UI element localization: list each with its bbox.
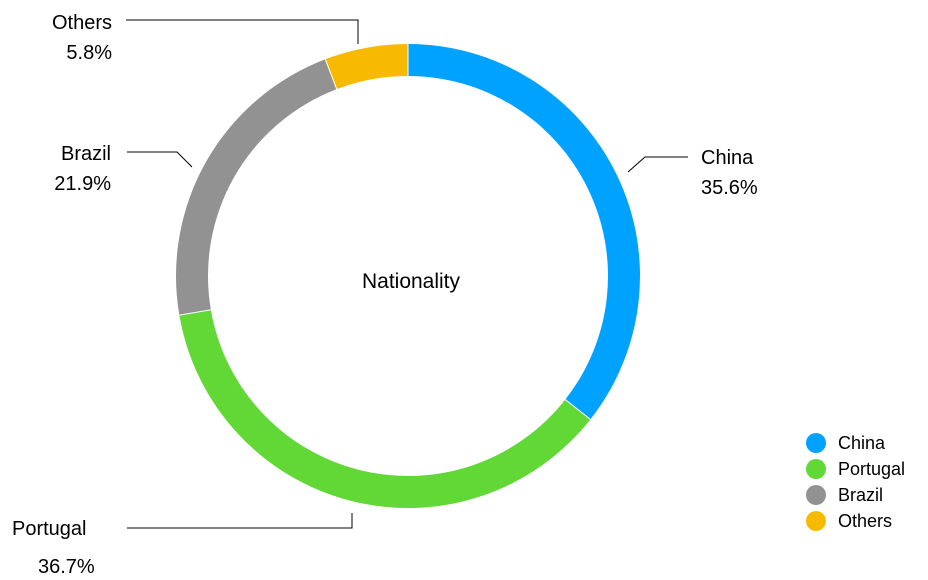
legend-label-others: Others: [838, 510, 893, 531]
leader-line-china: [627, 156, 688, 173]
legend: China Portugal Brazil Others: [806, 430, 905, 534]
label-brazil-percent: 21.9%: [54, 173, 111, 195]
slice-china: [408, 44, 641, 420]
slice-separator: [178, 309, 212, 316]
legend-item-others: Others: [806, 508, 905, 534]
label-portugal-percent: 36.7%: [38, 556, 95, 578]
legend-label-portugal: Portugal: [838, 458, 906, 479]
legend-swatch-china: [806, 433, 826, 453]
slice-separator: [564, 398, 592, 421]
legend-item-china: China: [806, 430, 905, 456]
label-others-name: Others: [52, 12, 112, 34]
legend-item-brazil: Brazil: [806, 482, 905, 508]
donut-slices: [176, 43, 641, 508]
leader-line-others: [126, 19, 359, 44]
label-others-percent: 5.8%: [66, 42, 112, 64]
legend-item-portugal: Portugal: [806, 456, 905, 482]
legend-swatch-brazil: [806, 485, 826, 505]
label-portugal-name: Portugal: [12, 518, 87, 540]
label-brazil-name: Brazil: [61, 143, 111, 165]
center-label: Nationality: [362, 270, 461, 293]
legend-swatch-others: [806, 511, 826, 531]
legend-label-china: China: [838, 432, 886, 453]
slice-brazil: [176, 59, 337, 316]
slice-portugal: [179, 309, 591, 508]
label-china-name: China: [701, 147, 754, 169]
leader-line-brazil: [127, 151, 193, 168]
slice-others: [325, 44, 408, 90]
legend-label-brazil: Brazil: [838, 484, 884, 505]
legend-swatch-portugal: [806, 459, 826, 479]
leader-line-portugal: [127, 513, 353, 529]
label-china-percent: 35.6%: [701, 177, 758, 199]
slice-separator: [324, 58, 338, 91]
